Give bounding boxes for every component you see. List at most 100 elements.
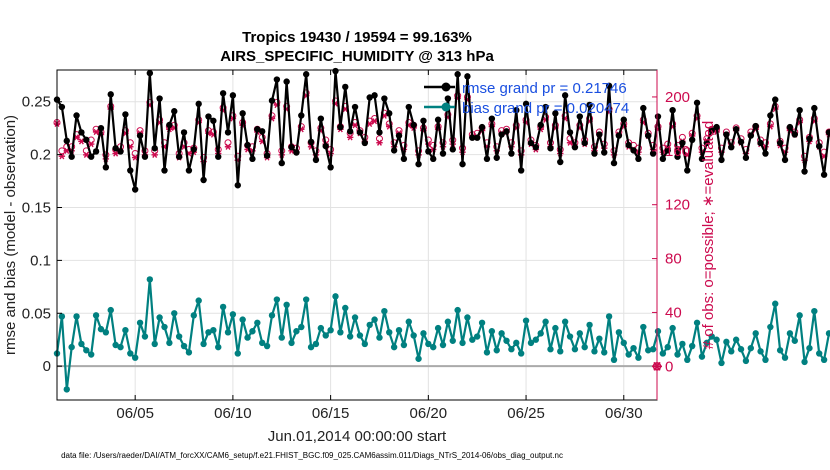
rmse-data-point [547, 145, 554, 152]
rmse-data-point [767, 112, 774, 119]
bias-data-point [513, 339, 520, 347]
obs-evaluated-point [566, 139, 574, 146]
rmse-data-point [112, 145, 119, 152]
bias-data-point [356, 332, 364, 339]
bias-data-point [674, 351, 681, 358]
rmse-data-point [371, 92, 378, 99]
obs-evaluated-point [376, 139, 383, 146]
bias-data-point [781, 354, 789, 361]
bias-data-point [610, 356, 618, 364]
obs-star-stroke [78, 138, 84, 145]
obs-star-stroke [132, 154, 138, 161]
bias-data-point [239, 316, 246, 323]
rmse-data-point [786, 123, 794, 131]
rmse-data-point [478, 123, 486, 131]
y-axis-label-right: # of obs: o=possible; ∗=evaluated [700, 121, 717, 350]
bias-data-point [811, 307, 818, 315]
obs-star-stroke [376, 139, 382, 146]
rmse-data-point [601, 149, 608, 156]
rmse-data-point [816, 142, 823, 150]
x-tick-label: 06/10 [214, 405, 252, 422]
bias-data-point [767, 323, 774, 331]
rmse-data-point [307, 138, 315, 146]
rmse-data-point [239, 110, 246, 117]
rmse-data-point [645, 132, 652, 139]
obs-star-stroke [367, 120, 373, 128]
bias-data-point [171, 310, 178, 317]
chart-title-line1: Tropics 19430 / 19594 = 99.163% [242, 29, 472, 46]
bias-data-point [605, 313, 613, 320]
rmse-data-point [620, 116, 627, 123]
rmse-data-point [386, 110, 393, 117]
rmse-data-point [430, 155, 437, 163]
rmse-data-point [610, 159, 618, 167]
rmse-data-point [122, 111, 129, 118]
bias-data-point [112, 341, 119, 349]
bias-data-point [635, 354, 642, 361]
bias-data-point [185, 349, 193, 356]
rmse-data-point [92, 148, 100, 155]
y-tick-label-left: 0.05 [22, 305, 51, 322]
legend: rmse grand pr = 0.21746 bias grand pr = … [424, 80, 629, 117]
rmse-data-point [796, 106, 803, 114]
bias-data-point [669, 324, 676, 332]
rmse-data-point [654, 113, 662, 120]
x-tick-label: 06/25 [507, 405, 545, 422]
rmse-data-point [762, 150, 769, 157]
rmse-data-point [224, 129, 232, 136]
bias-series-line [55, 278, 830, 391]
y-tick-label-left: 0.25 [22, 94, 51, 111]
rmse-data-point [156, 95, 163, 102]
obs-star-stroke [381, 112, 387, 119]
rmse-data-point [312, 156, 320, 164]
bias-data-point [327, 326, 334, 334]
bias-data-point [195, 297, 202, 304]
rmse-data-point [581, 139, 588, 147]
bias-data-point [97, 325, 105, 333]
rmse-data-point [552, 110, 559, 117]
legend-rmse-marker [441, 82, 451, 92]
rmse-data-point [219, 90, 227, 97]
rmse-data-point [268, 97, 276, 104]
bias-data-point [263, 342, 271, 350]
rmse-data-point [317, 115, 325, 122]
bias-data-point [601, 349, 608, 356]
obs-star-stroke [88, 140, 94, 148]
rmse-data-point [596, 131, 603, 138]
rmse-data-point [195, 100, 202, 108]
y-tick-label-right: 200 [665, 89, 690, 106]
rmse-data-point [605, 82, 613, 90]
bias-data-point [801, 358, 808, 366]
obs-star-stroke [113, 150, 119, 157]
bias-data-point [68, 343, 75, 351]
rmse-data-point [664, 147, 671, 154]
rmse-data-point [229, 92, 237, 99]
bias-data-point [205, 329, 212, 336]
x-axis-label: Jun.01,2014 00:00:00 start [268, 428, 447, 445]
rmse-data-point [200, 176, 207, 184]
bias-data-point [718, 359, 725, 367]
bias-data-point [410, 332, 417, 339]
bias-data-point [415, 355, 422, 362]
rmse-data-point [742, 154, 750, 161]
bias-data-point [88, 351, 95, 358]
rmse-data-point [488, 115, 496, 122]
bias-data-point [219, 303, 227, 311]
bias-data-point [361, 340, 369, 348]
bias-data-point [346, 333, 354, 340]
rmse-data-point [244, 141, 251, 149]
rmse-data-point [508, 150, 515, 157]
bias-data-point [244, 334, 251, 341]
rmse-data-point [806, 135, 813, 142]
bias-data-point [757, 348, 764, 355]
bias-data-point [703, 339, 711, 347]
bias-data-point [591, 348, 598, 355]
bias-data-point [146, 276, 154, 283]
rmse-data-point [439, 150, 447, 157]
bias-data-point [786, 330, 794, 337]
rmse-data-point [659, 155, 667, 163]
rmse-data-point [302, 71, 310, 78]
bias-data-point [63, 386, 70, 393]
obs-star-stroke [93, 128, 99, 136]
rmse-data-point [141, 153, 149, 160]
